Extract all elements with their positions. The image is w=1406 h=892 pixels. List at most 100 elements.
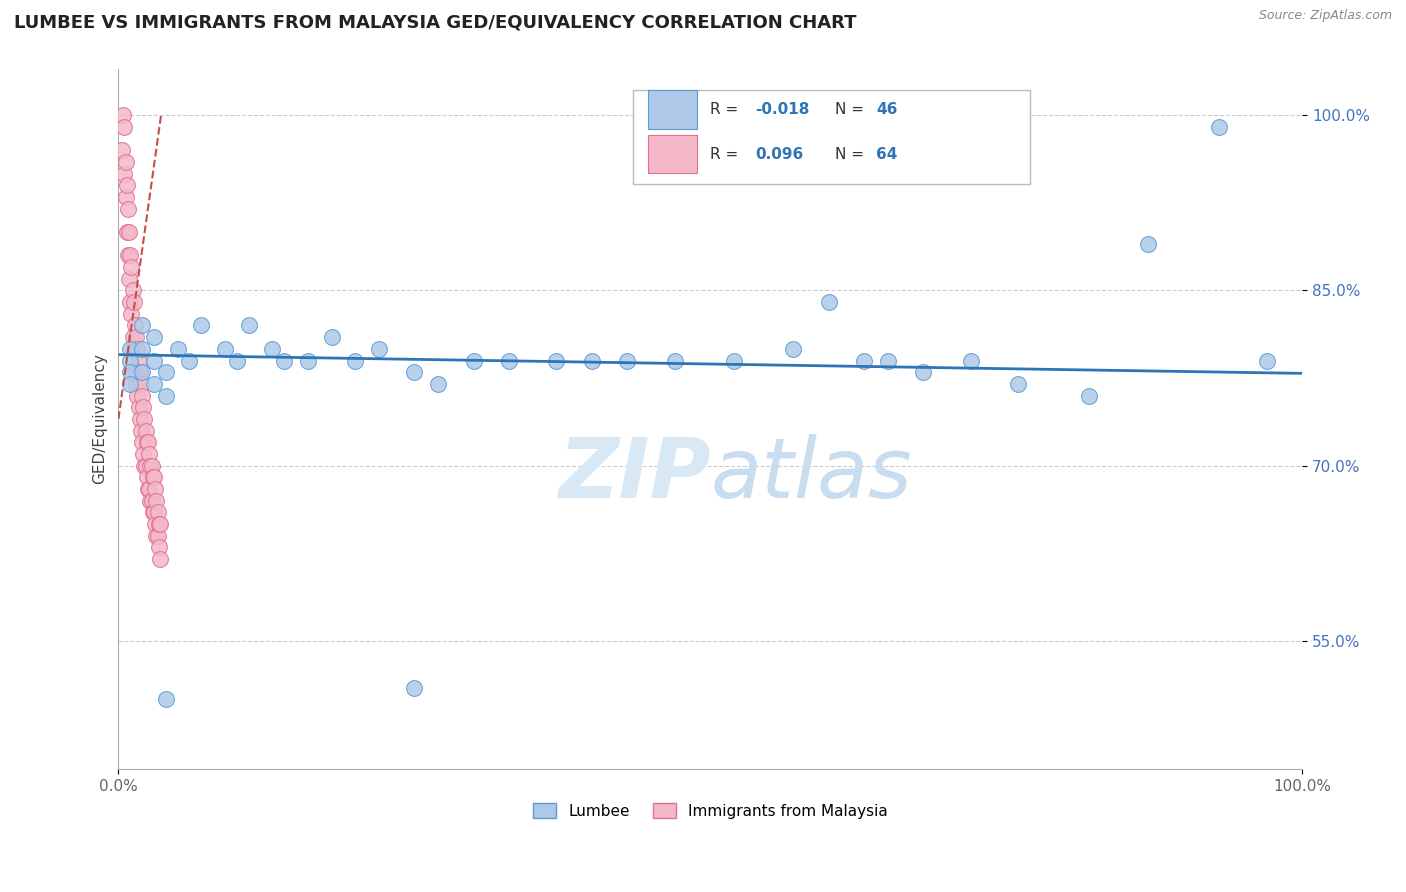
Point: [114, 155, 136, 169]
Point: [959, 353, 981, 368]
FancyBboxPatch shape: [633, 89, 1031, 184]
Text: N =: N =: [835, 103, 869, 117]
Point: [853, 353, 876, 368]
Point: [117, 202, 139, 216]
Point: [128, 412, 150, 426]
Point: [427, 376, 450, 391]
Point: [876, 353, 898, 368]
Point: [135, 424, 157, 438]
Legend: Lumbee, Immigrants from Malaysia: Lumbee, Immigrants from Malaysia: [527, 797, 894, 825]
FancyBboxPatch shape: [648, 90, 697, 128]
Point: [404, 681, 426, 695]
Point: [581, 353, 603, 368]
Point: [138, 482, 160, 496]
Point: [1137, 236, 1160, 251]
Point: [1208, 120, 1230, 134]
Point: [122, 342, 145, 356]
Text: 46: 46: [876, 103, 897, 117]
Point: [321, 330, 343, 344]
Point: [131, 388, 153, 402]
Point: [124, 318, 146, 333]
Point: [122, 295, 145, 310]
Point: [120, 365, 142, 379]
FancyBboxPatch shape: [648, 135, 697, 173]
Point: [121, 330, 143, 344]
Point: [155, 365, 177, 379]
Point: [112, 108, 135, 122]
Point: [155, 388, 177, 402]
Point: [136, 435, 159, 450]
Point: [238, 318, 260, 333]
Text: R =: R =: [710, 146, 744, 161]
Y-axis label: GED/Equivalency: GED/Equivalency: [93, 353, 107, 484]
Point: [149, 552, 172, 566]
Point: [115, 225, 138, 239]
Point: [142, 376, 165, 391]
Text: Source: ZipAtlas.com: Source: ZipAtlas.com: [1258, 9, 1392, 22]
Text: -0.018: -0.018: [755, 103, 810, 117]
Point: [117, 248, 139, 262]
Point: [1256, 353, 1278, 368]
Point: [129, 376, 152, 391]
Point: [127, 388, 149, 402]
Point: [120, 353, 142, 368]
Point: [118, 272, 141, 286]
Point: [166, 342, 188, 356]
Point: [121, 260, 143, 274]
Point: [135, 470, 157, 484]
Text: atlas: atlas: [710, 434, 912, 516]
Point: [498, 353, 520, 368]
Point: [132, 447, 155, 461]
Point: [912, 365, 935, 379]
Point: [148, 516, 170, 531]
Point: [142, 470, 165, 484]
Point: [127, 342, 149, 356]
Point: [128, 353, 150, 368]
Point: [112, 120, 135, 134]
Point: [143, 482, 166, 496]
Text: 0.096: 0.096: [755, 146, 804, 161]
Point: [118, 225, 141, 239]
Point: [142, 470, 165, 484]
Point: [155, 692, 177, 706]
Point: [131, 435, 153, 450]
Point: [149, 516, 172, 531]
Point: [146, 505, 169, 519]
Point: [114, 190, 136, 204]
Point: [463, 353, 485, 368]
Point: [120, 376, 142, 391]
Point: [111, 143, 134, 157]
Point: [142, 330, 165, 344]
Point: [138, 447, 160, 461]
Point: [190, 318, 212, 333]
Point: [145, 493, 167, 508]
Point: [225, 353, 247, 368]
Point: [273, 353, 295, 368]
Point: [135, 435, 157, 450]
Point: [142, 505, 165, 519]
Point: [128, 401, 150, 415]
Point: [121, 307, 143, 321]
Point: [297, 353, 319, 368]
Point: [148, 541, 170, 555]
Point: [344, 353, 367, 368]
Point: [404, 365, 426, 379]
Point: [128, 365, 150, 379]
Point: [131, 342, 153, 356]
Point: [134, 412, 156, 426]
Point: [142, 353, 165, 368]
Point: [112, 167, 135, 181]
Point: [782, 342, 804, 356]
Point: [143, 516, 166, 531]
Point: [214, 342, 236, 356]
Point: [132, 401, 155, 415]
Point: [120, 248, 142, 262]
Point: [134, 458, 156, 473]
Point: [664, 353, 686, 368]
Point: [616, 353, 638, 368]
Point: [135, 458, 157, 473]
Text: LUMBEE VS IMMIGRANTS FROM MALAYSIA GED/EQUIVALENCY CORRELATION CHART: LUMBEE VS IMMIGRANTS FROM MALAYSIA GED/E…: [14, 13, 856, 31]
Point: [120, 295, 142, 310]
Point: [139, 493, 162, 508]
Text: 64: 64: [876, 146, 897, 161]
